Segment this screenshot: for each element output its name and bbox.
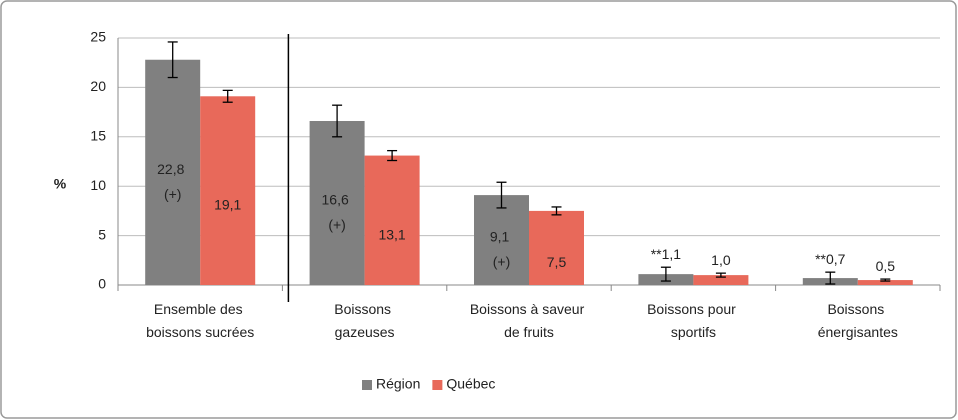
value-label: 0,5 <box>876 258 896 274</box>
y-tick-label: 20 <box>90 78 106 94</box>
error-bar <box>222 89 233 103</box>
value-label: **1,1 <box>651 246 682 262</box>
value-label: 22,8 (+) <box>157 161 188 202</box>
y-tick-label: 5 <box>98 226 106 242</box>
bar <box>309 120 365 285</box>
error-bar <box>496 181 507 209</box>
bar <box>364 155 420 285</box>
x-tick-label: Boissons pour sportifs <box>647 301 740 340</box>
y-tick-label: 0 <box>98 276 106 292</box>
y-tick-label: 25 <box>90 29 106 45</box>
value-label: **0,7 <box>815 251 846 267</box>
error-bar <box>715 272 726 278</box>
value-label: 16,6 (+) <box>322 191 353 232</box>
bar <box>474 195 529 285</box>
x-tick-label: Boissons énergisantes <box>818 301 898 340</box>
bar <box>693 275 749 285</box>
value-label: 1,0 <box>711 252 731 268</box>
error-bar <box>167 41 178 79</box>
value-label: 9,1 (+) <box>490 228 513 269</box>
error-bar <box>880 278 891 282</box>
value-label: 19,1 <box>214 196 241 212</box>
y-tick-label: 15 <box>90 128 106 144</box>
error-bar <box>825 271 836 285</box>
error-bar <box>387 149 398 162</box>
legend-swatch <box>432 380 443 390</box>
legend-label: Région <box>376 376 420 392</box>
error-bar <box>332 104 343 138</box>
bar <box>200 96 256 286</box>
value-label: 13,1 <box>378 226 405 242</box>
legend-swatch <box>362 380 372 390</box>
x-tick-label: Boissons à saveur de fruits <box>470 301 588 340</box>
y-axis-label: % <box>54 176 67 192</box>
error-bar <box>660 266 671 282</box>
legend-label: Québec <box>446 376 495 392</box>
x-tick-label: Boissons gazeuses <box>334 301 395 340</box>
bar <box>529 210 584 285</box>
value-label: 7,5 <box>547 254 567 270</box>
error-bar <box>551 206 562 216</box>
bar <box>145 59 201 286</box>
y-tick-label: 10 <box>90 177 106 193</box>
x-tick-label: Ensemble des boissons sucrées <box>146 301 254 340</box>
bar <box>857 280 913 285</box>
